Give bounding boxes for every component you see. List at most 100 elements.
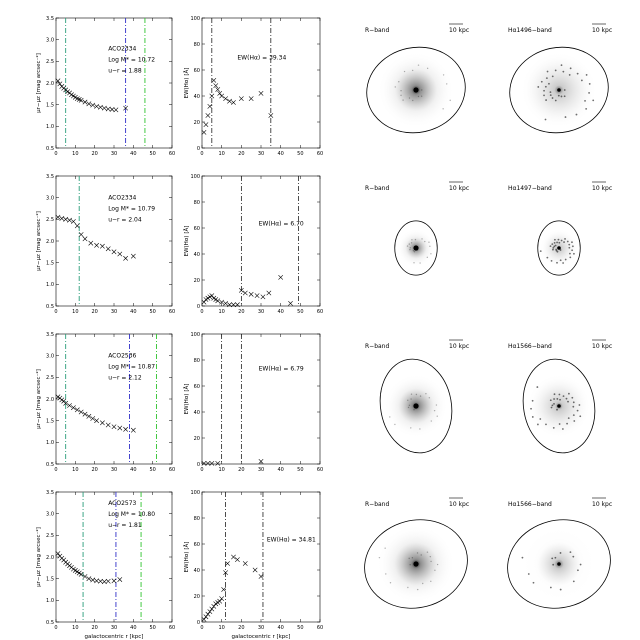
band-label: R−band xyxy=(365,185,389,192)
scale-bar-label: 10 kpc xyxy=(449,501,469,508)
u-r-color-label: u−r = 1.81 xyxy=(108,522,142,529)
color-data-point-b xyxy=(90,102,96,108)
color-ytick-label: 1.0 xyxy=(46,282,54,288)
ew-data-point-b xyxy=(258,574,264,579)
aperture-ellipse xyxy=(522,358,596,454)
emission-knot xyxy=(579,563,582,566)
emission-knot xyxy=(551,243,554,246)
color-data-point-b xyxy=(123,105,129,111)
color-data-point-b xyxy=(70,93,76,99)
emission-knot xyxy=(563,241,565,243)
color-ytick-label: 2.0 xyxy=(46,555,54,561)
ew-data-point-b xyxy=(209,93,215,99)
galaxy-name: ACO2334 xyxy=(108,194,136,201)
emission-knot xyxy=(413,250,416,253)
emission-knot xyxy=(413,262,415,264)
color-xtick-label: 30 xyxy=(111,309,117,315)
galaxy-nucleus xyxy=(413,403,419,409)
emission-knot xyxy=(449,99,451,102)
ew-profile-panel: 0 20 40 60 80 100 0 10 20 30 40 50 60 EW(Hα) [Å] EW(Hα… xyxy=(183,490,323,631)
ew-ytick-label: 60 xyxy=(194,384,200,390)
color-xtick-label: 0 xyxy=(54,309,57,315)
emission-knot xyxy=(564,258,567,261)
color-data-point-b xyxy=(99,420,105,426)
emission-knot xyxy=(562,262,565,264)
ew-xtick-label: 50 xyxy=(297,151,303,157)
emission-knot xyxy=(400,94,402,97)
emission-knot xyxy=(568,243,571,246)
color-data-point-b xyxy=(78,571,84,577)
emission-knot xyxy=(567,400,569,403)
halpha-image: Hα1566−band 10 kpc xyxy=(508,339,612,454)
emission-knot xyxy=(394,86,396,88)
ew-xtick-label: 40 xyxy=(277,309,283,315)
emission-knot xyxy=(571,249,574,252)
emission-knot xyxy=(562,395,565,398)
ew-xtick-label: 30 xyxy=(258,309,264,315)
color-xtick-label: 40 xyxy=(130,151,136,157)
emission-knot xyxy=(446,83,448,85)
aperture-ellipse xyxy=(364,519,468,609)
ew-ytick-label: 80 xyxy=(194,200,200,206)
color-data-point-b xyxy=(59,216,65,221)
ew-xtick-label: 60 xyxy=(317,625,323,631)
color-x-axis-label: galactocentric r [kpc] xyxy=(85,634,144,640)
ew-xtick-label: 20 xyxy=(238,467,244,473)
band-label: R−band xyxy=(365,343,389,350)
emission-knot xyxy=(569,67,572,70)
emission-knot xyxy=(419,428,421,430)
ew-data-point-b xyxy=(205,611,211,617)
ew-ytick-label: 20 xyxy=(194,436,200,442)
emission-knot xyxy=(421,238,423,240)
emission-knot xyxy=(410,393,413,395)
emission-knot xyxy=(550,406,553,409)
color-xtick-label: 50 xyxy=(149,467,155,473)
ew-y-axis-label: EW(Hα) [Å] xyxy=(183,226,190,257)
emission-knot xyxy=(428,241,430,243)
emission-knot xyxy=(409,564,411,566)
ew-xtick-label: 60 xyxy=(317,151,323,157)
color-y-axis-label: μr−μz [mag arcsec⁻²] xyxy=(35,527,42,587)
scale-bar-label: 10 kpc xyxy=(449,343,469,350)
emission-knot xyxy=(571,241,573,244)
emission-knot xyxy=(428,397,431,399)
ew-data-point-b xyxy=(205,460,211,466)
color-data-point-b xyxy=(101,105,107,111)
emission-knot xyxy=(549,586,552,589)
color-xtick-label: 40 xyxy=(130,309,136,315)
ew-data-point-b xyxy=(215,460,221,466)
ew-y-axis-label: EW(Hα) [Å] xyxy=(183,542,190,573)
emission-knot xyxy=(413,408,415,411)
emission-knot xyxy=(551,75,554,78)
ew-data-point-b xyxy=(288,300,293,306)
ew-data-point-b xyxy=(223,300,229,306)
emission-knot xyxy=(568,74,571,76)
emission-knot xyxy=(564,116,567,118)
color-data-point-b xyxy=(57,81,63,87)
ew-xtick-label: 50 xyxy=(297,625,303,631)
emission-knot xyxy=(433,409,436,412)
row-3: 0.5 1.0 1.5 2.0 2.5 3.0 3.5 0 10 20 30 40 50 60 μr−μz … xyxy=(35,332,612,473)
stellar-mass-label: Log M* = 10.80 xyxy=(108,511,155,518)
color-data-point-b xyxy=(88,240,94,246)
ew-data-point-b xyxy=(221,587,227,592)
ew-data-point-b xyxy=(215,87,221,92)
total-ew-label: EW(Hα) = 6.79 xyxy=(259,365,304,372)
ew-data-point-b xyxy=(203,614,209,620)
emission-knot xyxy=(409,248,411,251)
emission-knot xyxy=(559,552,562,554)
ew-data-point-b xyxy=(258,458,264,464)
ew-data-point-b xyxy=(213,83,219,89)
color-data-point-b xyxy=(70,566,76,572)
halpha-image: Hα1497−band 10 kpc xyxy=(508,181,612,276)
ew-data-point-b xyxy=(201,460,207,466)
u-r-color-label: u−r = 1.88 xyxy=(108,68,142,75)
emission-knot xyxy=(415,393,418,396)
ew-data-point-b xyxy=(211,603,217,609)
emission-knot xyxy=(572,414,575,417)
ew-xtick-label: 30 xyxy=(258,625,264,631)
color-ytick-label: 2.5 xyxy=(46,59,54,65)
ew-frame xyxy=(201,175,321,307)
ew-ytick-label: 0 xyxy=(197,304,200,310)
